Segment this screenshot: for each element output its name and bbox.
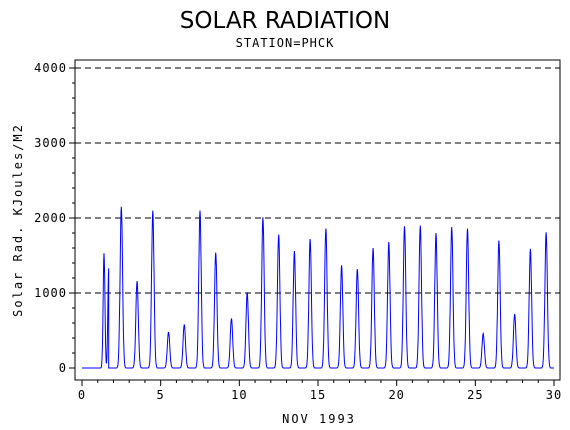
y-axis: 0 1000 2000 3000 4000 — [34, 61, 75, 375]
x-tick-label: 10 — [231, 388, 247, 402]
y-axis-label: Solar Rad. KJoules/M2 — [11, 123, 25, 317]
x-tick-label: 30 — [546, 388, 562, 402]
y-tick-label: 2000 — [34, 211, 67, 225]
x-tick-label: 0 — [78, 388, 86, 402]
y-tick-label: 3000 — [34, 136, 67, 150]
y-tick-label: 4000 — [34, 61, 67, 75]
x-axis: 0 5 10 15 20 25 30 — [78, 380, 562, 402]
y-tick-label: 0 — [59, 361, 67, 375]
x-tick-label: 5 — [157, 388, 165, 402]
solar-radiation-line — [82, 206, 554, 369]
x-tick-label: 15 — [310, 388, 326, 402]
y-tick-label: 1000 — [34, 286, 67, 300]
chart-title: SOLAR RADIATION — [180, 8, 390, 34]
x-tick-label: 25 — [467, 388, 483, 402]
chart-subtitle: STATION=PHCK — [236, 36, 335, 50]
x-tick-label: 20 — [388, 388, 404, 402]
x-axis-label: NOV 1993 — [282, 412, 356, 426]
grid-lines — [75, 67, 560, 294]
plot-frame — [74, 59, 561, 381]
